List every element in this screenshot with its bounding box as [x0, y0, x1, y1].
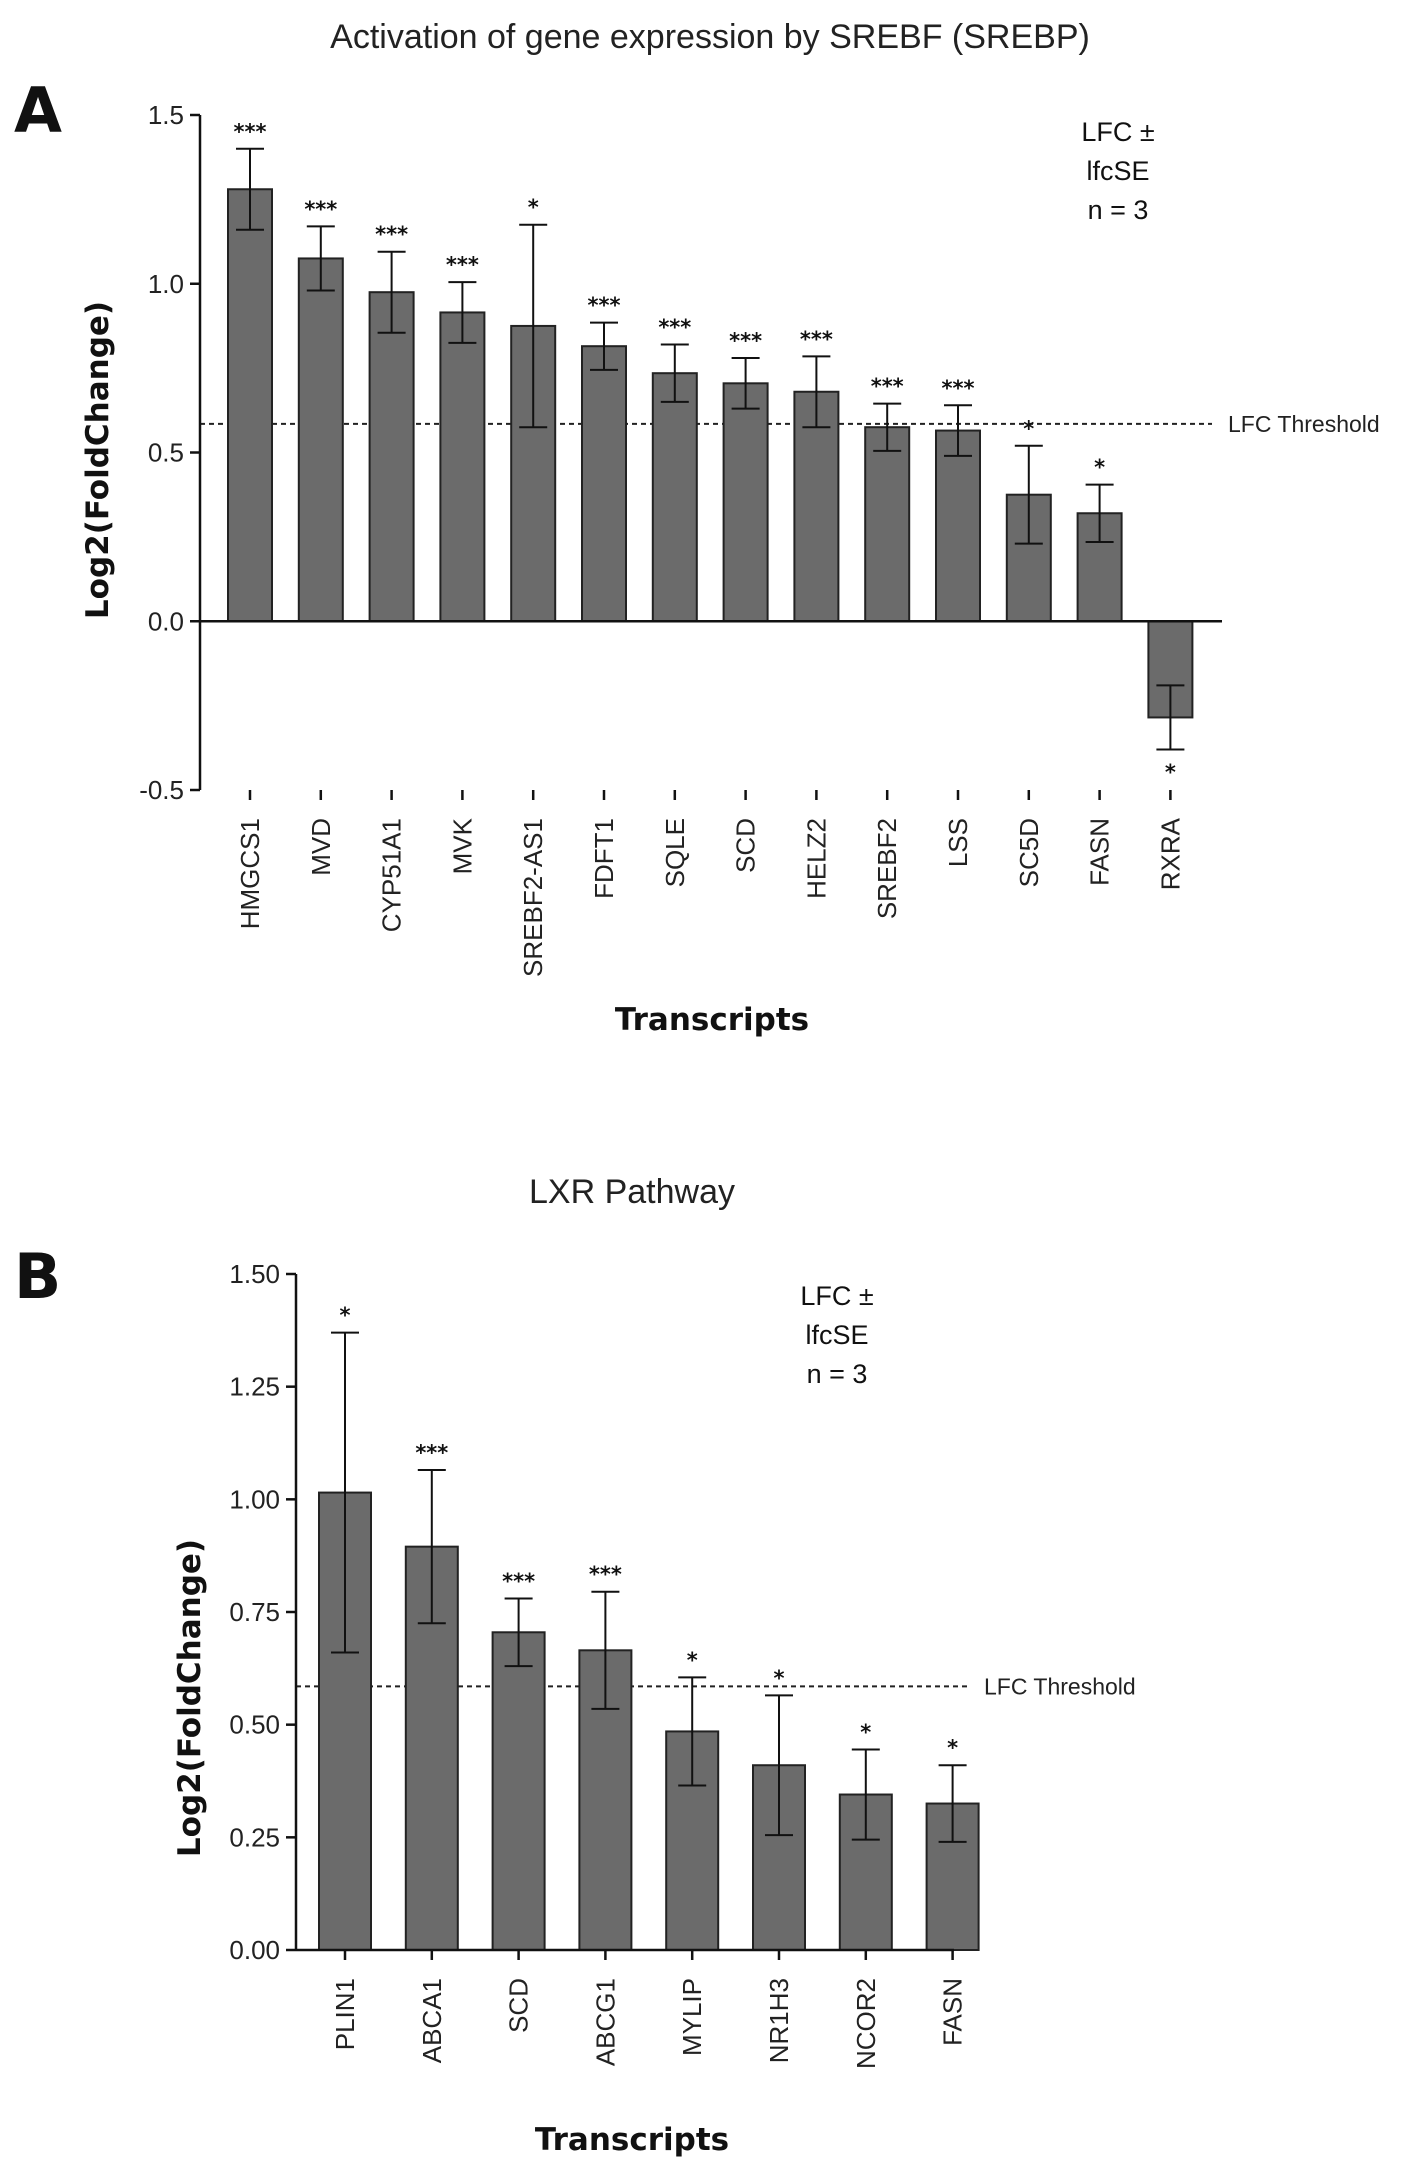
category-label-hmgcs1: HMGCS1	[235, 818, 265, 929]
category-label-scd: SCD	[731, 818, 761, 873]
category-label-mvd: MVD	[306, 818, 336, 876]
panel-b-legend-line-1: LFC ±	[800, 1281, 873, 1311]
y-tick-label: 0.0	[148, 606, 184, 636]
significance-label: *	[687, 1648, 698, 1672]
category-label-sc5d: SC5D	[1014, 818, 1044, 887]
bar-srebf2	[864, 426, 911, 623]
bar-hmgcs1	[227, 188, 273, 623]
significance-label: ***	[446, 253, 479, 277]
category-label-cyp51a1: CYP51A1	[377, 818, 407, 932]
panel-a-threshold: LFC Threshold	[200, 411, 1380, 437]
significance-label: *	[1165, 761, 1176, 785]
y-tick-label: 1.50	[229, 1259, 280, 1289]
significance-label: ***	[234, 120, 267, 144]
panel-b-legend-line-2: lfcSE	[805, 1320, 868, 1350]
significance-label: *	[1094, 456, 1105, 480]
category-label-srebf2-as1: SREBF2-AS1	[518, 818, 548, 977]
y-tick-label: 0.75	[229, 1597, 280, 1627]
y-tick-label: 0.00	[229, 1935, 280, 1965]
category-label-sqle: SQLE	[660, 818, 690, 887]
panel-b-y-axis: 0.00 0.25 0.50 0.75 1.00 1.25 1.50	[229, 1259, 296, 1965]
category-label-abca1: ABCA1	[417, 1978, 447, 2063]
category-label-helz2: HELZ2	[801, 818, 831, 899]
panel-a-legend-line-2: lfcSE	[1086, 156, 1149, 186]
category-label-mylip: MYLIP	[677, 1978, 707, 2056]
category-label-srebf2: SREBF2	[872, 818, 902, 919]
panel-a-letter: A	[14, 74, 62, 147]
y-tick-label: 1.5	[148, 100, 184, 130]
significance-label: ***	[502, 1569, 535, 1593]
bar-fdft1	[581, 345, 627, 623]
panel-a-legend-line-3: n = 3	[1088, 195, 1149, 225]
category-label-mvk: MVK	[447, 817, 477, 874]
bar-mvk	[439, 311, 486, 623]
category-label-fdft1: FDFT1	[589, 818, 619, 899]
category-label-abcg1: ABCG1	[590, 1978, 620, 2066]
significance-label: ***	[415, 1441, 448, 1465]
panel-a-legend: LFC ± lfcSE n = 3	[1081, 117, 1154, 225]
panel-a: Activation of gene expression by SREBF (…	[14, 18, 1380, 1038]
y-tick-label: 1.00	[229, 1484, 280, 1514]
panel-b-letter: B	[14, 1240, 61, 1313]
category-label-scd: SCD	[504, 1978, 534, 2033]
bar-lss	[935, 429, 981, 623]
significance-label: ***	[658, 316, 691, 340]
category-label-fasn: FASN	[938, 1978, 968, 2046]
panel-a-legend-line-1: LFC ±	[1081, 117, 1154, 147]
category-label-ncor2: NCOR2	[851, 1978, 881, 2069]
significance-label: *	[947, 1736, 958, 1760]
significance-label: ***	[942, 376, 975, 400]
panel-b-y-axis-title: Log2(FoldChange)	[172, 1539, 208, 1857]
significance-label: *	[1023, 417, 1034, 441]
significance-label: ***	[871, 375, 904, 399]
bar-cyp51a1	[368, 291, 415, 623]
significance-label: ***	[375, 223, 408, 247]
bar-scd	[722, 382, 769, 623]
panel-b-legend-line-3: n = 3	[807, 1359, 868, 1389]
significance-label: ***	[589, 1563, 622, 1587]
y-tick-label: 1.0	[148, 269, 184, 299]
panel-b-x-axis-title: Transcripts	[535, 2122, 729, 2158]
significance-label: ***	[304, 197, 337, 221]
panel-b-x-axis: PLIN1 ABCA1 SCD ABCG1 MYLIP NR1H3 NCOR2 FASN	[330, 1950, 968, 2069]
panel-b-threshold-label: LFC Threshold	[984, 1673, 1136, 1699]
y-tick-label: -0.5	[139, 775, 184, 805]
category-label-nr1h3: NR1H3	[764, 1978, 794, 2063]
y-tick-label: 0.50	[229, 1710, 280, 1740]
panel-b-bars: ******* *******	[318, 1304, 980, 1952]
bar-scd	[491, 1631, 546, 1952]
category-label-fasn: FASN	[1085, 818, 1115, 886]
significance-label: *	[528, 196, 539, 220]
significance-label: ***	[729, 329, 762, 353]
significance-label: *	[860, 1720, 871, 1744]
significance-label: ***	[588, 294, 621, 318]
panel-a-x-axis-title: Transcripts	[615, 1002, 809, 1038]
significance-label: *	[774, 1666, 785, 1690]
category-label-plin1: PLIN1	[330, 1978, 360, 2050]
y-tick-label: 1.25	[229, 1372, 280, 1402]
panel-a-threshold-label: LFC Threshold	[1228, 411, 1380, 437]
panel-a-title: Activation of gene expression by SREBF (…	[330, 18, 1090, 56]
significance-label: ***	[800, 327, 833, 351]
y-tick-label: 0.5	[148, 438, 184, 468]
panel-b: LXR Pathway B 0.00 0.25 0.50 0.75 1.00 1.25 1.…	[14, 1173, 1136, 2158]
panel-a-x-axis: HMGCS1 MVD CYP51A1 MVK SREBF2-AS1 FDFT1 SQLE SC…	[235, 790, 1185, 977]
category-label-rxra: RXRA	[1155, 817, 1185, 890]
bar-mvd	[297, 257, 344, 623]
panel-b-legend: LFC ± lfcSE n = 3	[800, 1281, 873, 1389]
panel-a-y-axis-title: Log2(FoldChange)	[80, 301, 116, 619]
y-tick-label: 0.25	[229, 1822, 280, 1852]
panel-b-title: LXR Pathway	[529, 1173, 735, 1211]
significance-label: *	[340, 1304, 351, 1328]
panel-a-y-axis: -0.5 0.0 0.5 1.0 1.5	[139, 100, 200, 805]
bar-sqle	[651, 372, 698, 623]
panel-a-bars: ********************** ****** ******	[227, 120, 1194, 785]
category-label-lss: LSS	[943, 818, 973, 867]
